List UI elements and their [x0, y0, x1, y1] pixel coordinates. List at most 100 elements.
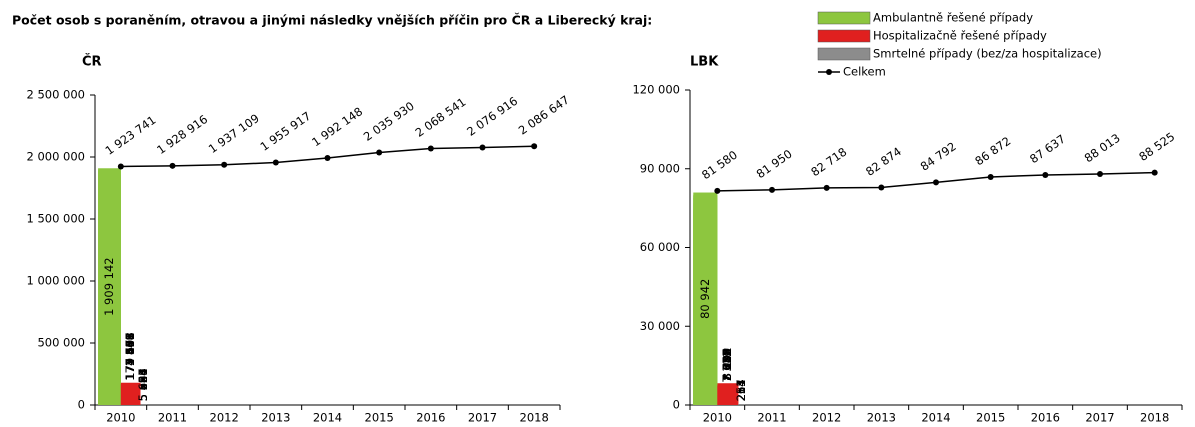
x-tick-label: 2011 — [757, 411, 786, 425]
line-value-label: 1 937 109 — [206, 111, 262, 156]
bar-value-label: 80 942 — [698, 279, 712, 319]
line-value-label: 88 013 — [1082, 131, 1123, 166]
line-marker — [769, 186, 775, 193]
bar-value-label: 171 868 — [123, 333, 137, 381]
y-tick-label: 0 — [78, 398, 85, 412]
line-marker — [1151, 169, 1158, 176]
x-tick-label: 2018 — [520, 411, 549, 425]
bar-value-label: 172 319 — [123, 333, 137, 381]
x-tick-label: 2015 — [976, 411, 1005, 425]
x-tick-label: 2011 — [158, 411, 187, 425]
line-value-label: 1 928 916 — [154, 112, 210, 157]
line-marker — [376, 149, 383, 156]
y-tick-label: 2 500 000 — [26, 88, 85, 102]
x-tick-label: 2014 — [921, 411, 950, 425]
line-value-label: 2 035 930 — [361, 99, 417, 144]
line-marker — [878, 184, 885, 191]
line-marker — [221, 161, 228, 168]
line-marker — [427, 145, 434, 152]
bar-value-label: 177 107 — [123, 332, 137, 380]
line-marker — [714, 187, 721, 194]
legend-swatch — [817, 11, 871, 25]
y-tick-label: 2 000 000 — [26, 150, 85, 164]
line-marker — [1097, 170, 1103, 177]
line-value-label: 84 792 — [918, 139, 959, 174]
y-tick-label: 1 000 000 — [26, 274, 85, 288]
bar-value-label: 8 292 — [720, 347, 734, 380]
line-marker — [933, 179, 939, 186]
bar-value-label: 5 637 — [136, 368, 150, 401]
bar — [120, 383, 141, 405]
line-value-label: 87 637 — [1027, 132, 1068, 167]
y-tick-label: 30 000 — [640, 319, 680, 333]
legend-swatch — [817, 47, 871, 61]
line-value-label: 82 874 — [863, 144, 904, 179]
y-tick-label: 1 500 000 — [26, 212, 85, 226]
x-tick-label: 2013 — [261, 411, 290, 425]
bar — [738, 404, 745, 405]
bar-value-label: 7 711 — [720, 349, 734, 382]
line-value-label: 1 955 917 — [258, 109, 314, 154]
bar-value-label: 8 100 — [720, 348, 734, 381]
x-tick-label: 2010 — [703, 411, 732, 425]
line-marker — [117, 163, 124, 170]
line-value-label: 1 992 148 — [309, 104, 365, 149]
line-marker — [479, 144, 486, 151]
bar — [717, 385, 739, 405]
legend-marker — [826, 69, 832, 75]
line-value-label: 2 076 916 — [464, 94, 520, 139]
y-tick-label: 0 — [673, 398, 680, 412]
line-marker — [1042, 171, 1049, 178]
line-value-label: 88 525 — [1136, 129, 1177, 164]
bar-value-label: 1 909 142 — [102, 257, 116, 316]
x-tick-label: 2016 — [416, 411, 445, 425]
bar-value-label: 177 692 — [123, 332, 137, 380]
x-tick-label: 2015 — [365, 411, 394, 425]
line-marker — [272, 159, 279, 166]
line-marker — [169, 162, 176, 169]
line-value-label: 2 068 541 — [413, 95, 469, 140]
legend-swatch — [817, 29, 871, 43]
line-value-label: 81 950 — [754, 147, 795, 182]
legend-label: Smrtelné případy (bez/za hospitalizace) — [873, 47, 1102, 61]
line-marker — [531, 143, 538, 150]
x-tick-label: 2013 — [867, 411, 896, 425]
x-tick-label: 2012 — [210, 411, 239, 425]
legend-label: Ambulantně řešené případy — [873, 11, 1033, 25]
bar-value-label: 7 822 — [720, 349, 734, 382]
y-tick-label: 60 000 — [640, 240, 680, 254]
x-tick-label: 2017 — [468, 411, 497, 425]
line-value-label: 2 086 647 — [516, 93, 572, 138]
bar-value-label: 7 332 — [720, 350, 734, 383]
bar-value-label: 8 085 — [720, 348, 734, 381]
bar — [693, 192, 718, 405]
x-tick-label: 2016 — [1031, 411, 1060, 425]
bar-value-label: 174 381 — [123, 333, 137, 381]
line-value-label: 86 872 — [972, 134, 1013, 169]
bar-value-label: 7 888 — [720, 348, 734, 381]
page-title: Počet osob s poraněním, otravou a jinými… — [12, 13, 652, 28]
bar-value-label: 175 031 — [123, 333, 137, 381]
chart-subtitle: LBK — [690, 55, 719, 70]
bar-value-label: 173 440 — [123, 333, 137, 381]
bar-value-label: 7 751 — [720, 349, 734, 382]
x-tick-label: 2010 — [106, 411, 135, 425]
line-value-label: 1 923 741 — [103, 113, 159, 158]
x-tick-label: 2018 — [1140, 411, 1169, 425]
y-tick-label: 120 000 — [632, 83, 680, 97]
y-tick-label: 90 000 — [640, 161, 680, 175]
x-tick-label: 2017 — [1085, 411, 1114, 425]
legend-label: Hospitalizačně řešené případy — [873, 29, 1047, 43]
line-value-label: 82 718 — [808, 145, 849, 180]
bar-value-label: 179 478 — [123, 332, 137, 380]
chart-subtitle: ČR — [82, 54, 102, 70]
bar-value-label: 251 — [734, 379, 748, 401]
line-marker — [987, 173, 994, 180]
line-marker — [324, 154, 331, 161]
x-tick-label: 2012 — [812, 411, 841, 425]
bar — [98, 168, 121, 405]
bar — [140, 404, 147, 405]
x-tick-label: 2014 — [313, 411, 342, 425]
line-value-label: 81 580 — [699, 148, 740, 183]
y-tick-label: 500 000 — [37, 336, 85, 350]
